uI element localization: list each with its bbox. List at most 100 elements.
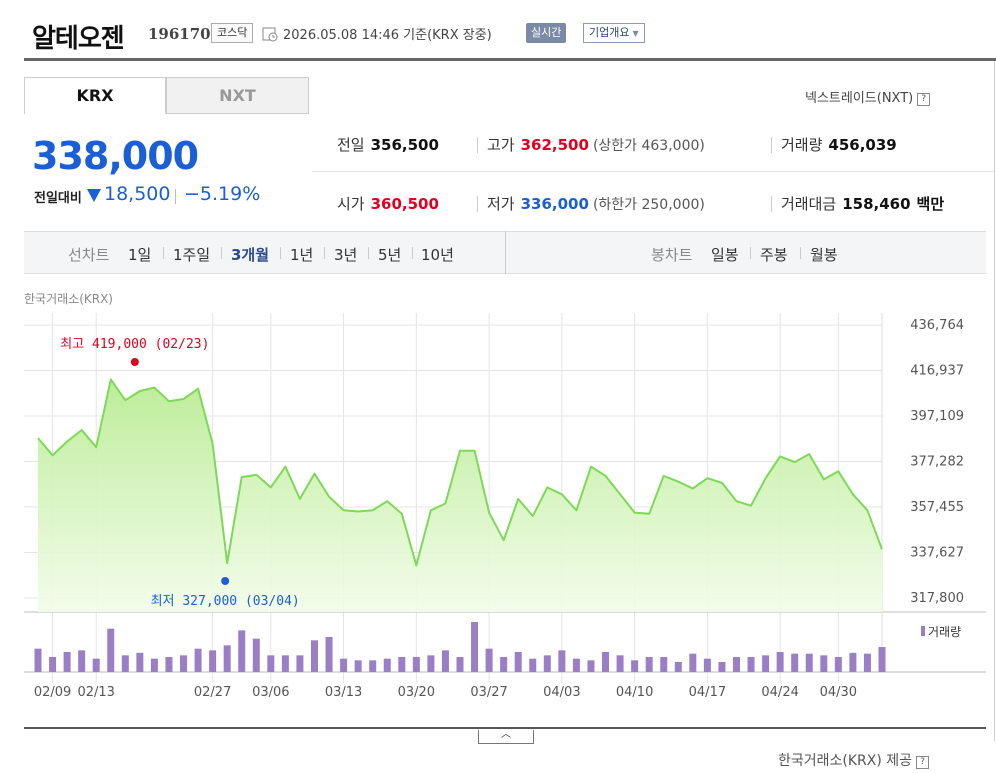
- open-label: 시가: [337, 195, 365, 213]
- volume-bar: [252, 638, 260, 672]
- realtime-button[interactable]: 실시간: [526, 23, 567, 43]
- volume-bar: [616, 655, 624, 672]
- volume-bar: [223, 645, 231, 672]
- period-3y[interactable]: 3년: [334, 246, 358, 264]
- volume-bar: [543, 655, 551, 672]
- volume-bar: [660, 657, 668, 672]
- volume-legend-label: 거래량: [928, 625, 961, 639]
- help-icon[interactable]: ?: [916, 756, 930, 769]
- low-label: 최저 327,000 (03/04): [151, 594, 300, 609]
- y-tick-label: 337,627: [910, 546, 964, 561]
- help-icon[interactable]: ?: [917, 93, 931, 106]
- prev-value: 356,500: [370, 136, 439, 154]
- volume-bar: [674, 662, 682, 672]
- volume-bar: [34, 648, 42, 672]
- high-label: 최고 419,000 (02/23): [60, 337, 209, 352]
- period-separator: [163, 247, 164, 259]
- volume-bar: [194, 648, 202, 672]
- collapse-chart-button[interactable]: ︿: [478, 730, 534, 744]
- high-value: 362,500: [520, 136, 589, 154]
- candle-chart-label: 봉차트: [651, 246, 693, 264]
- x-tick-label: 03/06: [252, 685, 289, 700]
- period-separator: [324, 247, 325, 259]
- volume-bar: [165, 657, 173, 672]
- volume-bar: [63, 652, 71, 672]
- volume-bar: [325, 637, 333, 672]
- y-tick-label: 436,764: [910, 318, 964, 333]
- x-tick-label: 03/20: [398, 685, 435, 700]
- low-label: 저가: [487, 195, 515, 213]
- tab-nxt[interactable]: NXT: [166, 77, 309, 114]
- tab-krx[interactable]: KRX: [24, 77, 166, 114]
- period-1d[interactable]: 1일: [128, 246, 152, 264]
- candle-weekly[interactable]: 주봉: [760, 246, 788, 264]
- price-area: [38, 379, 882, 612]
- volume-bar: [281, 655, 289, 672]
- x-tick-label: 04/03: [543, 685, 580, 700]
- volume-bar: [267, 655, 275, 672]
- down-arrow-icon: [87, 189, 101, 202]
- amount-label: 거래대금: [781, 195, 837, 213]
- volume-bar: [427, 655, 435, 672]
- x-tick-label: 03/27: [470, 685, 507, 700]
- data-provider: 한국거래소(KRX) 제공?: [778, 750, 930, 770]
- period-10y[interactable]: 10년: [421, 246, 454, 264]
- nextrade-link[interactable]: 넥스트레이드(NXT)?: [805, 87, 931, 106]
- x-tick-label: 03/13: [325, 685, 362, 700]
- amount-value: 158,460: [842, 195, 911, 213]
- market-badge: 코스닥: [211, 23, 254, 43]
- x-tick-label: 04/10: [616, 685, 653, 700]
- company-name: 알테오젠: [32, 24, 125, 54]
- period-separator: [368, 247, 369, 259]
- stat-separator: [771, 137, 772, 153]
- period-separator: [750, 247, 751, 259]
- volume-bar: [310, 640, 318, 672]
- x-tick-label: 04/17: [689, 685, 726, 700]
- volume-bar: [558, 650, 566, 672]
- current-price: 338,000: [32, 134, 199, 178]
- volume-bar: [732, 657, 740, 672]
- period-1w[interactable]: 1주일: [173, 246, 211, 264]
- stat-low: 저가 336,000 (하한가 250,000): [487, 193, 705, 214]
- chart-bottom-border: [24, 727, 986, 729]
- volume-bar: [150, 658, 158, 672]
- high-marker: [130, 358, 139, 366]
- nextrade-label: 넥스트레이드(NXT): [805, 91, 914, 106]
- volume-bar: [471, 622, 479, 672]
- volume-bar: [529, 658, 537, 672]
- header-divider: [24, 58, 996, 61]
- volume-bar: [296, 655, 304, 672]
- volume-bar: [602, 652, 610, 672]
- volume-bar: [762, 655, 770, 672]
- volume-bar: [587, 660, 595, 672]
- volume-bar: [412, 657, 420, 672]
- volume-bar: [107, 628, 115, 672]
- price-chart[interactable]: 최고 419,000 (02/23) 최저 327,000 (03/04) 436…: [24, 313, 986, 723]
- x-tick-label: 02/13: [77, 685, 114, 700]
- period-5y[interactable]: 5년: [378, 246, 402, 264]
- volume-bar: [791, 653, 799, 672]
- volume-bar: [441, 650, 449, 672]
- quote-datetime: 2026.05.08 14:46 기준(KRX 장중): [283, 28, 492, 43]
- period-1y[interactable]: 1년: [290, 246, 314, 264]
- period-3m[interactable]: 3개월: [231, 246, 270, 264]
- stat-separator: [477, 196, 478, 212]
- volume-bar: [631, 660, 639, 672]
- volume-bar: [878, 647, 886, 672]
- candle-daily[interactable]: 일봉: [711, 246, 739, 264]
- stat-volume: 거래량 456,039: [781, 134, 897, 155]
- candle-monthly[interactable]: 월봉: [810, 246, 838, 264]
- stat-separator: [477, 137, 478, 153]
- company-overview-dropdown[interactable]: 기업개요 ▼: [583, 23, 645, 43]
- period-separator: [412, 247, 413, 259]
- volume-bar: [383, 658, 391, 672]
- volume-bar: [703, 658, 711, 672]
- volume-bar: [689, 653, 697, 672]
- volume-bar: [849, 652, 857, 672]
- period-separator: [221, 247, 222, 259]
- amount-unit: 백만: [916, 195, 945, 213]
- volume-bar: [136, 652, 144, 672]
- volume-bar: [369, 660, 377, 672]
- volume-legend-swatch: [921, 626, 925, 636]
- change-percent: −5.19%: [184, 183, 261, 205]
